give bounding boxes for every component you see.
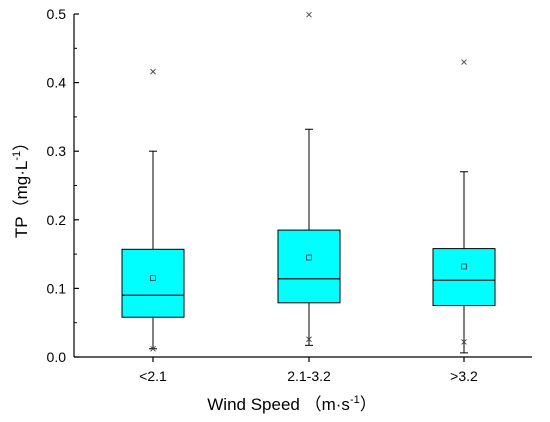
y-axis-title-base: TP（mg·L [12, 161, 31, 238]
box-group-2 [277, 11, 341, 346]
x-ticks: <2.1 2.1-3.2 >3.2 [139, 357, 478, 384]
x-tick-label: <2.1 [139, 368, 167, 384]
min-marker [461, 339, 467, 345]
mean-marker [306, 254, 312, 261]
y-tick-label: 0.4 [47, 75, 67, 91]
y-axis-title-sup: -1 [11, 151, 23, 161]
max-marker [150, 68, 156, 75]
y-ticks: 0.0 0.1 0.2 0.3 0.4 0.5 [47, 6, 79, 365]
min-marker [306, 336, 312, 342]
box-group-1 [121, 68, 185, 352]
x-tick-label: 2.1-3.2 [287, 368, 331, 384]
iqr-box [277, 229, 341, 304]
min-marker [150, 345, 156, 352]
y-axis-title: TP（mg·L-1） [11, 134, 31, 238]
y-tick-label: 0.2 [47, 212, 67, 228]
x-axis-title-base: Wind Speed （m·s [207, 395, 350, 414]
y-axis-title-tail: ） [12, 134, 31, 151]
max-marker [306, 11, 312, 18]
y-tick-label: 0.5 [47, 6, 67, 22]
mean-marker [150, 275, 156, 282]
iqr-box [432, 248, 496, 307]
boxes [121, 11, 496, 354]
x-axis-title-tail: ） [360, 395, 377, 414]
x-tick-label: >3.2 [450, 368, 478, 384]
x-axis-title-sup: -1 [350, 394, 360, 406]
y-tick-label: 0.3 [47, 143, 67, 159]
y-tick-label: 0.1 [47, 280, 67, 296]
mean-marker [461, 263, 467, 270]
y-tick-label: 0.0 [47, 349, 67, 365]
box-group-3 [432, 59, 496, 354]
max-marker [461, 59, 467, 65]
iqr-box [121, 248, 185, 318]
x-axis-title: Wind Speed （m·s-1） [207, 394, 376, 414]
